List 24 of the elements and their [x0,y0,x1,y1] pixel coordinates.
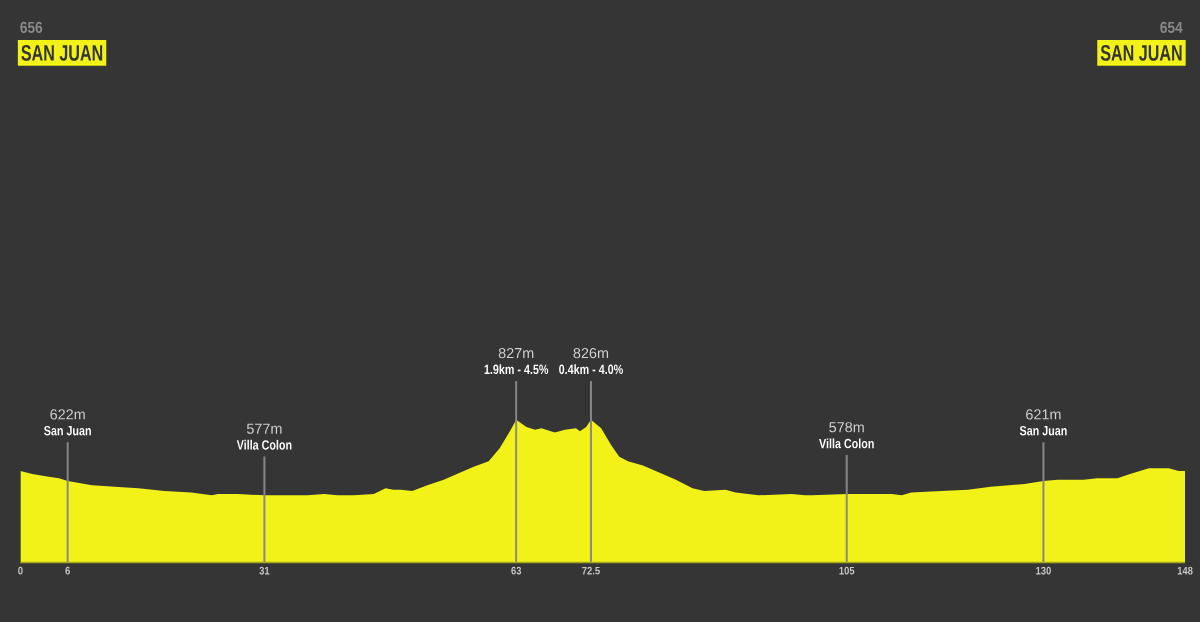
x-tick-label: 63 [511,566,522,575]
text: SAN JUAN [21,44,103,61]
x-tick-label: 130 [1036,566,1051,575]
text: 826m [573,347,609,359]
ref-line-label: San Juan [1019,425,1067,436]
text: SAN JUAN [1100,44,1182,61]
x-tick-label: 0 [18,566,23,575]
text: 827m [498,347,534,359]
text: 654 [1160,21,1183,33]
x-tick-label: 148 [1177,566,1193,575]
ref-line-label: 0.4km - 4.0% [559,364,623,375]
text: 656 [20,21,43,33]
text: 621m [1026,409,1061,420]
x-tick-label: 31 [259,566,270,575]
ref-line-label: San Juan [44,425,91,436]
x-tick-label: 105 [839,566,855,575]
text: 622m [50,409,85,420]
annotation: 577m [246,423,282,434]
x-tick-label: 72.5 [582,566,600,575]
ref-line-label: Villa Colon [819,438,874,449]
x-tick-label: 6 [65,566,70,575]
annotation: 578m [829,422,864,433]
ref-line-label: Villa Colon [236,439,292,450]
ref-line-label: 1.9km - 4.5% [484,364,549,375]
